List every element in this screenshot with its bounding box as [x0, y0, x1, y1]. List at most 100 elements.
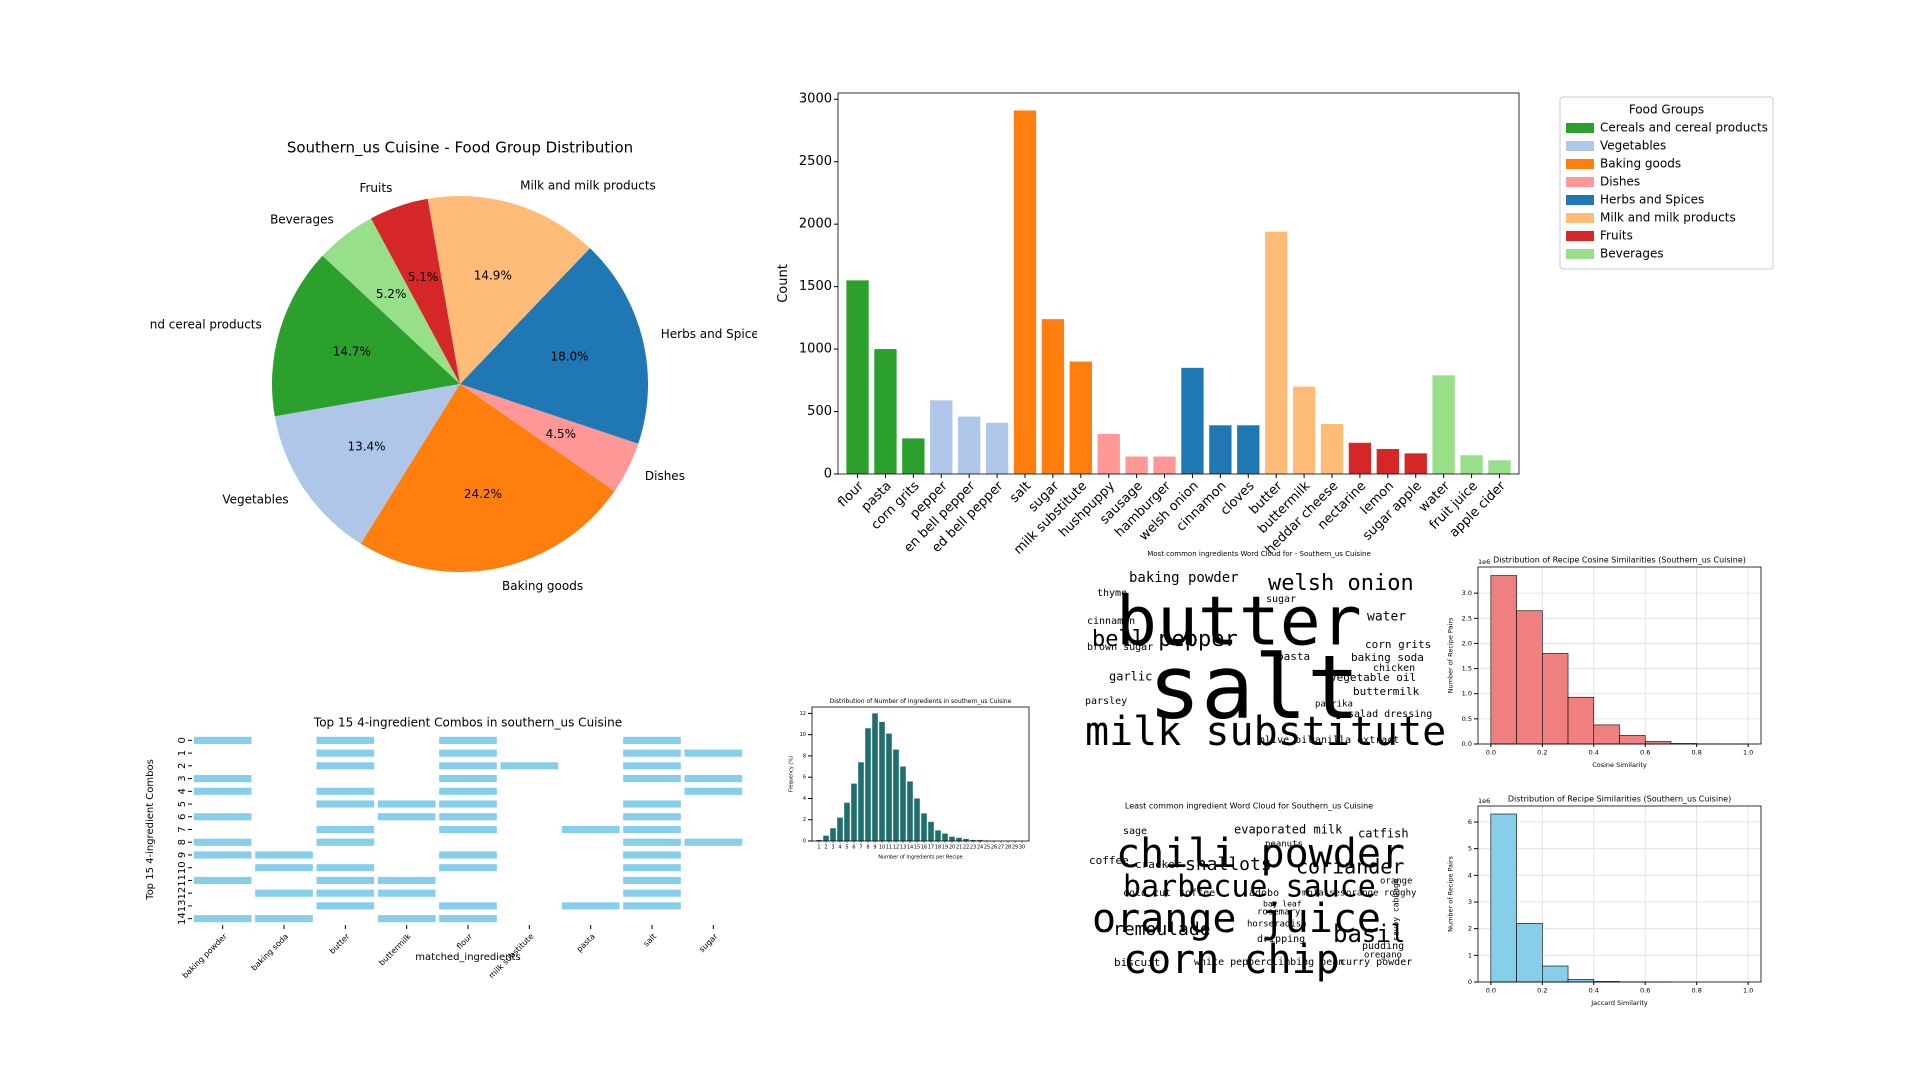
- x-tick-label: 0.6: [1640, 987, 1650, 995]
- word: cinnamon: [1087, 616, 1135, 627]
- bar: [1265, 231, 1288, 474]
- slice-label: Herbs and Spices: [661, 327, 765, 341]
- legend-box: [1559, 96, 1774, 270]
- x-tick-label: 3: [831, 845, 834, 851]
- y-axis-label: Number of Recipe Pairs: [1447, 855, 1455, 931]
- bar: [886, 733, 892, 841]
- word: water: [1367, 610, 1406, 625]
- matrix-cell: [684, 775, 743, 783]
- histogram-bar: [1516, 610, 1543, 745]
- y-axis-label: Top 15 4-ingredient Combos: [145, 759, 156, 901]
- y-tick-label: 1500: [799, 279, 832, 294]
- matrix-cell: [317, 851, 375, 858]
- y-offset-label: 1e6: [1478, 797, 1490, 805]
- y-tick-label: 3: [1468, 898, 1472, 906]
- x-tick-label: 2: [824, 845, 827, 851]
- matrix-cell: [439, 787, 497, 795]
- matrix-cell: [378, 839, 436, 846]
- y-tick-label: 8: [803, 753, 806, 759]
- matrix-cell: [439, 902, 497, 910]
- pie-slice: [460, 384, 639, 492]
- x-tick-label: 18: [935, 845, 941, 851]
- y-offset-label: 1e6: [1478, 558, 1490, 566]
- bar: [907, 781, 913, 841]
- y-tick-label: 0: [824, 467, 832, 482]
- histogram-bar: [1490, 575, 1517, 745]
- y-axis-label: Number of Recipe Pairs: [1447, 617, 1455, 693]
- legend-label: Fruits: [1600, 229, 1633, 243]
- matrix-cell: [501, 851, 559, 858]
- matrix-cell: [684, 749, 743, 757]
- slice-value-label: 5.1%: [408, 270, 439, 284]
- matrix-cell: [255, 813, 313, 820]
- x-tick-label: 9: [873, 845, 876, 851]
- word: baking powder: [1129, 570, 1239, 586]
- matrix-cell: [316, 838, 375, 846]
- y-tick-label: 4: [177, 788, 188, 794]
- bar: [902, 438, 925, 474]
- matrix-cell: [623, 800, 681, 808]
- histogram-bar: [1619, 735, 1646, 745]
- matrix-cell: [623, 788, 681, 795]
- matrix-cell: [255, 737, 313, 744]
- y-tick-label: 2500: [799, 154, 832, 169]
- matrix-cell: [562, 788, 620, 795]
- bar: [900, 766, 906, 841]
- x-tick-label: 0.0: [1486, 749, 1496, 757]
- matrix-cell: [316, 800, 375, 808]
- pie-slice: [370, 198, 460, 384]
- word: dripping: [1257, 934, 1305, 945]
- y-tick-label: 5: [177, 801, 188, 807]
- matrix-cell: [562, 890, 620, 897]
- bar: [1237, 425, 1260, 474]
- matrix-cell: [623, 876, 681, 884]
- matrix-cell: [685, 826, 743, 833]
- y-tick-label: 9: [177, 852, 188, 858]
- slice-label: Cereals and cereal products: [94, 318, 262, 332]
- matrix-cell: [316, 864, 375, 872]
- bar: [830, 828, 836, 841]
- word: baking soda: [1351, 651, 1424, 664]
- matrix-cell: [255, 750, 313, 757]
- bar: [1209, 425, 1232, 474]
- matrix-cell: [316, 749, 375, 757]
- word: garlic: [1109, 670, 1152, 684]
- chart-title: Distribution of Number of Ingredients in…: [830, 698, 1012, 705]
- matrix-cell: [255, 800, 313, 807]
- x-tick-label: 11: [886, 845, 892, 851]
- bar: [872, 713, 878, 841]
- y-tick-label: 1: [1468, 951, 1472, 959]
- matrix-cell: [194, 750, 252, 757]
- word: bell pepper: [1092, 627, 1238, 652]
- matrix-cell: [378, 902, 436, 909]
- matrix-cell: [561, 825, 620, 834]
- slice-value-label: 14.9%: [474, 269, 512, 283]
- matrix-cell: [501, 813, 559, 820]
- legend-label: Herbs and Spices: [1600, 193, 1704, 207]
- matrix-cell: [255, 877, 313, 884]
- y-tick-label: 4: [803, 796, 806, 802]
- x-tick-label: 0.4: [1589, 749, 1599, 757]
- y-tick-label: 6: [1468, 818, 1472, 826]
- matrix-cell: [377, 813, 436, 821]
- x-tick-label: 26: [991, 845, 997, 851]
- matrix-cell: [439, 890, 497, 897]
- x-tick-label: 0.8: [1692, 749, 1702, 757]
- x-tick-label: 5: [845, 845, 848, 851]
- legend-label: Dishes: [1600, 175, 1640, 189]
- matrix-cell: [439, 851, 497, 859]
- x-tick-label: 22: [963, 845, 969, 851]
- word: curry powder: [1340, 957, 1412, 968]
- bar: [921, 813, 927, 841]
- matrix-cell: [377, 889, 436, 897]
- matrix-cell: [439, 825, 497, 834]
- slice-label: Beverages: [270, 213, 334, 227]
- matrix-cell: [255, 851, 313, 859]
- matrix-cell: [501, 788, 559, 795]
- bar: [942, 833, 948, 841]
- bar: [874, 349, 897, 474]
- word: horseradish: [1247, 920, 1307, 930]
- x-tick-label: 0.8: [1692, 987, 1702, 995]
- word: olive oil: [1259, 735, 1313, 746]
